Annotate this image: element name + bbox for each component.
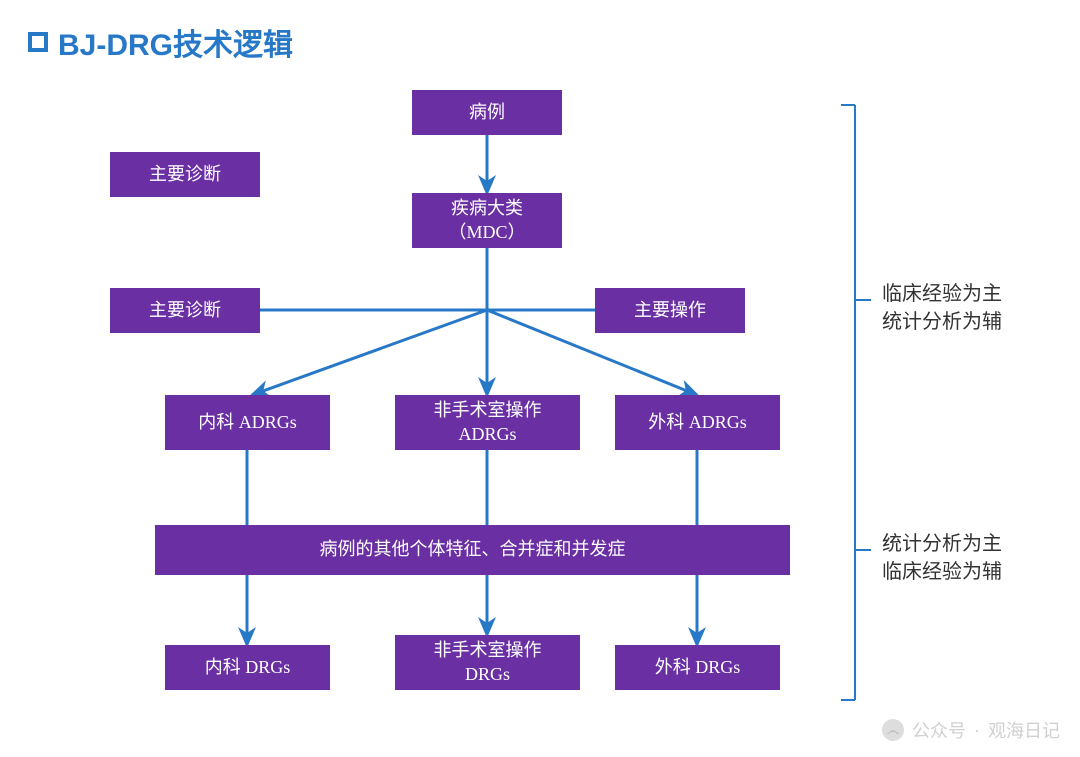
node-n_drg_surg: 外科 DRGs <box>615 645 780 690</box>
watermark-label-2: 观海日记 <box>988 717 1060 743</box>
edge <box>252 310 487 395</box>
watermark-label-1: 公众号 <box>912 717 966 743</box>
node-n_diag_top: 主要诊断 <box>110 152 260 197</box>
node-n_drg_int: 内科 DRGs <box>165 645 330 690</box>
node-n_drg_non: 非手术室操作 DRGs <box>395 635 580 690</box>
node-n_diag_mid: 主要诊断 <box>110 288 260 333</box>
node-n_adrg_surg: 外科 ADRGs <box>615 395 780 450</box>
node-n_mdc: 疾病大类 （MDC） <box>412 193 562 248</box>
annotation-anno1: 临床经验为主 统计分析为辅 <box>882 280 1002 336</box>
annotation-anno2: 统计分析为主 临床经验为辅 <box>882 530 1002 586</box>
page-title-row: BJ-DRG技术逻辑 <box>28 20 293 64</box>
watermark: ෴ 公众号 · 观海日记 <box>882 717 1060 743</box>
title-bullet-icon <box>28 32 48 52</box>
node-n_adrg_non: 非手术室操作 ADRGs <box>395 395 580 450</box>
page-title: BJ-DRG技术逻辑 <box>58 20 293 64</box>
node-n_case: 病例 <box>412 90 562 135</box>
node-n_chars: 病例的其他个体特征、合并症和并发症 <box>155 525 790 575</box>
watermark-sep: · <box>974 720 980 741</box>
node-n_op: 主要操作 <box>595 288 745 333</box>
node-n_adrg_int: 内科 ADRGs <box>165 395 330 450</box>
wechat-icon: ෴ <box>882 719 904 741</box>
